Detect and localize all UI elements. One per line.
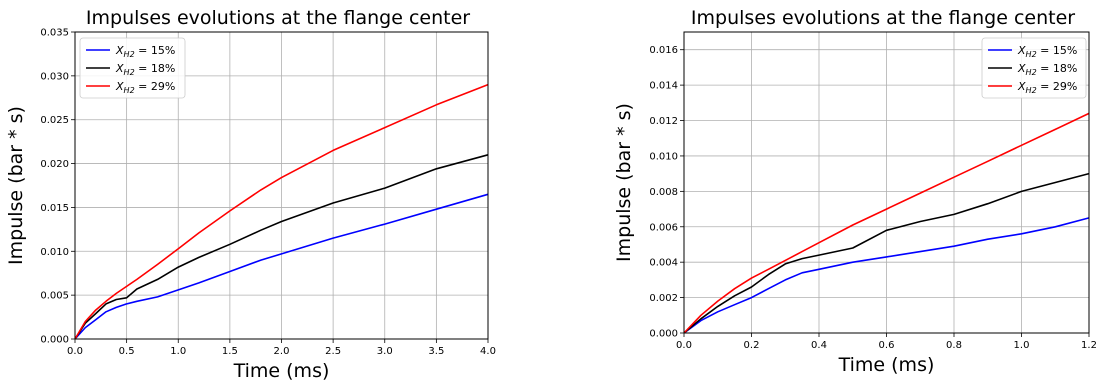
legend-label: XH2 = 29% <box>1017 80 1077 95</box>
plot-frame <box>683 31 1090 334</box>
y-tick-label: 0.014 <box>649 81 678 92</box>
x-tick-label: 2.5 <box>325 346 341 357</box>
x-axis-label: Time (ms) <box>233 360 330 382</box>
x-tick-label: 0.4 <box>811 340 827 351</box>
y-axis-label: Impulse (bar * s) <box>613 103 635 262</box>
series-line-1 <box>683 172 1090 334</box>
y-tick-label: 0.006 <box>649 222 678 233</box>
x-tick-label: 1.5 <box>222 346 238 357</box>
x-tick-label: 1.0 <box>170 346 186 357</box>
x-tick-label: 1.0 <box>1014 340 1030 351</box>
plot-frame <box>74 31 489 340</box>
y-tick-label: 0.000 <box>40 335 69 346</box>
series-line-2 <box>683 112 1090 334</box>
y-axis-label: Impulse (bar * s) <box>5 106 27 265</box>
legend-label: XH2 = 15% <box>115 44 175 59</box>
legend-box <box>981 37 1087 99</box>
x-tick-label: 2.0 <box>274 346 290 357</box>
legend-label: XH2 = 18% <box>1017 62 1077 77</box>
y-tick-label: 0.002 <box>649 293 678 304</box>
y-tick-label: 0.008 <box>649 187 678 198</box>
x-tick-label: 0.0 <box>67 346 83 357</box>
legend-label: XH2 = 18% <box>115 62 175 77</box>
y-tick-label: 0.012 <box>649 116 678 127</box>
x-tick-label: 3.0 <box>377 346 393 357</box>
x-tick-label: 4.0 <box>480 346 496 357</box>
chart-title: Impulses evolutions at the flange center <box>86 7 470 29</box>
legend-box <box>79 37 186 99</box>
series-line-1 <box>74 154 489 340</box>
y-tick-label: 0.010 <box>40 247 69 258</box>
x-tick-label: 0.6 <box>879 340 895 351</box>
x-tick-label: 0.0 <box>676 340 692 351</box>
y-tick-label: 0.000 <box>649 329 678 340</box>
y-tick-label: 0.015 <box>40 203 69 214</box>
y-tick-label: 0.035 <box>40 28 69 39</box>
legend-label: XH2 = 15% <box>1017 44 1077 59</box>
y-tick-label: 0.004 <box>649 258 678 269</box>
x-tick-label: 0.5 <box>119 346 135 357</box>
chart-right: 0.0 0.2 0.4 0.6 0.8 1.0 1.2 0.000 0.002 0.004 0.00… <box>613 7 1097 376</box>
chart-left: 0.0 0.5 1.0 1.5 2.0 2.5 3.0 3.5 4.0 0.000 0.005 0.0… <box>5 7 496 382</box>
y-tick-label: 0.005 <box>40 291 69 302</box>
x-tick-label: 3.5 <box>428 346 444 357</box>
series-line-0 <box>74 193 489 340</box>
x-tick-label: 1.2 <box>1081 340 1097 351</box>
y-tick-label: 0.010 <box>649 151 678 162</box>
series-line-0 <box>683 217 1090 334</box>
series-line-2 <box>74 83 489 340</box>
y-tick-label: 0.016 <box>649 45 678 56</box>
x-tick-label: 0.2 <box>744 340 760 351</box>
y-tick-label: 0.020 <box>40 159 69 170</box>
chart-title: Impulses evolutions at the flange center <box>691 7 1075 29</box>
x-axis-label: Time (ms) <box>838 354 935 376</box>
x-tick-label: 0.8 <box>946 340 962 351</box>
legend-label: XH2 = 29% <box>115 80 175 95</box>
y-tick-label: 0.030 <box>40 71 69 82</box>
y-tick-label: 0.025 <box>40 115 69 126</box>
